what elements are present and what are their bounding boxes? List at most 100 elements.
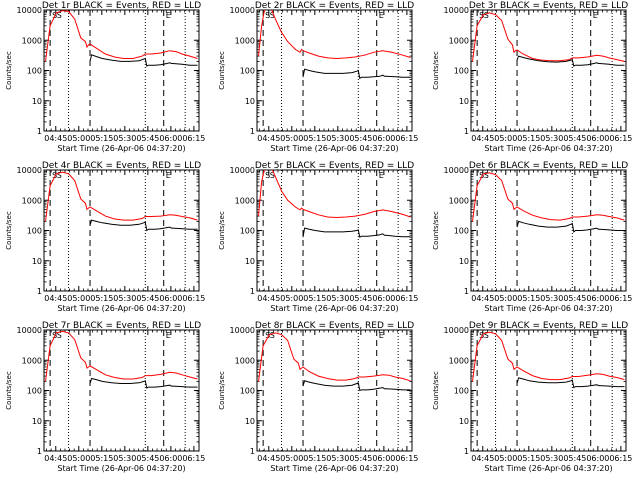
x-tick-label: 06:00: [159, 294, 182, 303]
x-tick-label: 04:45: [44, 294, 67, 303]
time-marker-s: S: [265, 331, 270, 340]
time-marker-s: S: [479, 171, 484, 180]
y-tick-label: 1000: [22, 36, 42, 45]
y-tick-label: 10: [459, 97, 469, 106]
x-axis-label: Start Time (26-Apr-06 04:37:20): [270, 464, 398, 473]
x-tick-label: 06:15: [609, 454, 632, 463]
series-events-line: [516, 220, 625, 233]
plot-title: Det 5r BLACK = Events, RED = LLD: [255, 161, 414, 171]
x-tick-label: 06:00: [586, 454, 609, 463]
y-axis-label: Counts/sec: [432, 211, 440, 250]
x-tick-label: 06:15: [182, 294, 205, 303]
x-tick-label: 05:30: [113, 454, 136, 463]
plot-frame: [256, 329, 413, 452]
series-events-line: [89, 219, 198, 232]
x-tick-label: 05:00: [67, 294, 90, 303]
x-tick-label: 05:30: [113, 134, 136, 143]
series-events-line: [89, 54, 198, 67]
y-tick-label: 10: [32, 417, 42, 426]
y-axis-label: Counts/sec: [218, 51, 226, 90]
time-marker-s: S: [265, 171, 270, 180]
x-tick-label: 06:00: [159, 134, 182, 143]
time-marker-e: E: [379, 331, 384, 340]
y-tick-label: 1000: [235, 196, 255, 205]
time-marker-e: E: [379, 171, 384, 180]
time-marker-e: E: [593, 171, 598, 180]
series-lld-line: [472, 12, 625, 62]
x-tick-label: 04:45: [44, 134, 67, 143]
series-lld-line: [45, 330, 198, 382]
series-lld-line: [472, 331, 625, 382]
x-tick-label: 06:00: [372, 294, 395, 303]
x-tick-label: 06:15: [395, 134, 418, 143]
y-tick-label: 100: [454, 387, 469, 396]
y-tick-label: 1: [250, 287, 255, 296]
plot-panel-det-2r: Det 2r BLACK = Events, RED = LLD Counts/s…: [218, 1, 418, 153]
x-tick-label: 05:15: [90, 454, 113, 463]
series-group: [258, 170, 411, 239]
y-tick-label: 10: [245, 417, 255, 426]
plot-panel-det-1r: Det 1r BLACK = Events, RED = LLD Counts/s…: [5, 1, 205, 153]
y-tick-label: 10: [32, 257, 42, 266]
series-events-line: [516, 55, 625, 67]
x-tick-label: 06:00: [586, 134, 609, 143]
x-axis-label: Start Time (26-Apr-06 04:37:20): [270, 144, 398, 153]
x-tick-label: 05:15: [90, 134, 113, 143]
x-tick-label: 05:45: [563, 294, 586, 303]
time-marker-s: S: [57, 171, 62, 180]
x-tick-label: 04:45: [471, 454, 494, 463]
series-group: [258, 332, 411, 392]
y-tick-label: 1: [464, 447, 469, 456]
y-axis-label: Counts/sec: [5, 51, 13, 90]
y-axis-label: Counts/sec: [218, 371, 226, 410]
series-lld-line: [258, 170, 411, 219]
x-tick-label: 05:00: [67, 454, 90, 463]
x-tick-label: 05:45: [349, 454, 372, 463]
x-tick-label: 05:00: [67, 134, 90, 143]
x-tick-label: 06:15: [609, 294, 632, 303]
plot-title: Det 4r BLACK = Events, RED = LLD: [42, 161, 201, 171]
x-tick-label: 06:15: [609, 134, 632, 143]
plot-frame: [470, 329, 627, 452]
time-marker-s: S: [484, 171, 489, 180]
time-marker-s: S: [265, 11, 270, 20]
series-group: [45, 10, 198, 67]
plot-title: Det 3r BLACK = Events, RED = LLD: [469, 1, 628, 11]
y-tick-label: 1000: [22, 356, 42, 365]
y-axis-label: Counts/sec: [5, 211, 13, 250]
x-tick-label: 05:45: [563, 454, 586, 463]
y-tick-label: 10: [459, 257, 469, 266]
y-tick-label: 1000: [449, 356, 469, 365]
plot-panel-det-8r: Det 8r BLACK = Events, RED = LLD Counts/s…: [218, 321, 418, 473]
x-tick-label: 05:30: [540, 134, 563, 143]
x-axis-label: Start Time (26-Apr-06 04:37:20): [57, 304, 185, 313]
time-marker-s: S: [479, 11, 484, 20]
y-tick-label: 1: [464, 287, 469, 296]
series-lld-line: [472, 172, 625, 222]
plot-panel-det-7r: Det 7r BLACK = Events, RED = LLD Counts/s…: [5, 321, 205, 473]
plot-title: Det 8r BLACK = Events, RED = LLD: [255, 321, 414, 331]
plot-panel-det-5r: Det 5r BLACK = Events, RED = LLD Counts/s…: [218, 161, 418, 313]
series-lld-line: [45, 171, 198, 222]
x-tick-label: 05:45: [349, 134, 372, 143]
time-marker-e: E: [166, 331, 171, 340]
y-tick-label: 1000: [22, 196, 42, 205]
plot-panel-det-6r: Det 6r BLACK = Events, RED = LLD Counts/s…: [432, 161, 632, 313]
x-tick-label: 05:30: [326, 454, 349, 463]
x-axis-label: Start Time (26-Apr-06 04:37:20): [484, 304, 612, 313]
plot-frame: [256, 9, 413, 132]
plot-panel-det-3r: Det 3r BLACK = Events, RED = LLD Counts/s…: [432, 1, 632, 153]
y-tick-label: 10: [32, 97, 42, 106]
x-tick-label: 06:15: [182, 134, 205, 143]
y-tick-label: 10: [245, 97, 255, 106]
y-tick-label: 1: [37, 287, 42, 296]
series-events-line: [302, 68, 411, 80]
series-lld-line: [45, 10, 198, 62]
time-marker-e: E: [166, 171, 171, 180]
plot-title: Det 7r BLACK = Events, RED = LLD: [42, 321, 201, 331]
plot-panel-det-9r: Det 9r BLACK = Events, RED = LLD Counts/s…: [432, 321, 632, 473]
x-tick-label: 05:00: [280, 134, 303, 143]
y-tick-label: 10000: [230, 166, 255, 175]
y-tick-label: 100: [454, 67, 469, 76]
x-tick-label: 04:45: [257, 134, 280, 143]
